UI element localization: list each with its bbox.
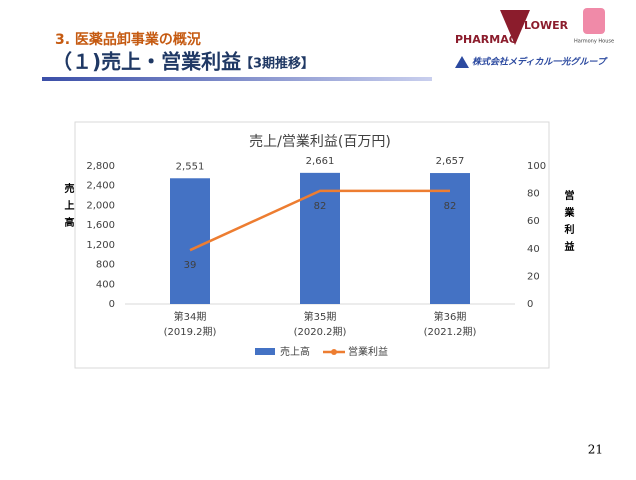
data-label: 82 [444,201,457,212]
x-tick-label: 第35期 (2020.2期) [293,312,347,338]
y2-tick-label: 40 [527,244,540,255]
subtitle: 【3期推移】 [240,56,314,72]
y-tick-label: 800 [96,260,115,271]
data-label: 2,661 [306,156,335,167]
y-tick-label: 2,800 [86,161,115,172]
x-tick-label: 第34期 (2019.2期) [163,312,217,338]
legend-swatch [331,349,337,355]
y-axis-label: 売上高 [62,183,73,234]
y-tick-label: 1,600 [86,220,115,231]
logo-mark [455,56,469,68]
data-label: 2,657 [436,156,465,167]
legend-label: 営業利益 [348,345,388,358]
logo-text: 株式会社メディカル一光グループ [472,57,608,68]
data-label: 39 [184,260,197,271]
x-tick-label: 第36期 (2021.2期) [423,312,477,338]
bar [170,178,210,304]
rule [42,77,432,81]
y2-tick-label: 20 [527,271,540,282]
bar [300,172,340,304]
logo-mark [583,8,605,34]
y2-tick-label: 80 [527,189,540,200]
y-tick-label: 1,200 [86,240,115,251]
section: 3. 医薬品卸事業の概況 [55,31,201,48]
y2-tick-label: 60 [527,216,540,227]
y2-tick-label: 0 [527,299,533,310]
legend-label: 売上高 [280,345,310,358]
y2-axis-label: 営業利益 [562,190,573,258]
y-tick-label: 0 [109,299,115,310]
logo-text: Harmony House [574,39,614,45]
line [189,189,450,252]
y2-tick-label: 100 [527,161,546,172]
logo-text: PHARMAC [455,33,517,46]
y-tick-label: 400 [96,279,115,290]
y-tick-label: 2,400 [86,181,115,192]
logo-mark [500,10,530,45]
data-label: 82 [314,201,327,212]
bar [430,173,470,304]
logo-text: LOWER [524,19,569,32]
title: （１)売上・営業利益 [52,50,241,74]
legend-swatch [255,348,275,355]
data-label: 2,551 [176,161,205,172]
y-tick-label: 2,000 [86,200,115,211]
page-number: 21 [588,443,603,457]
chart-title: 売上/営業利益(百万円) [249,134,391,150]
